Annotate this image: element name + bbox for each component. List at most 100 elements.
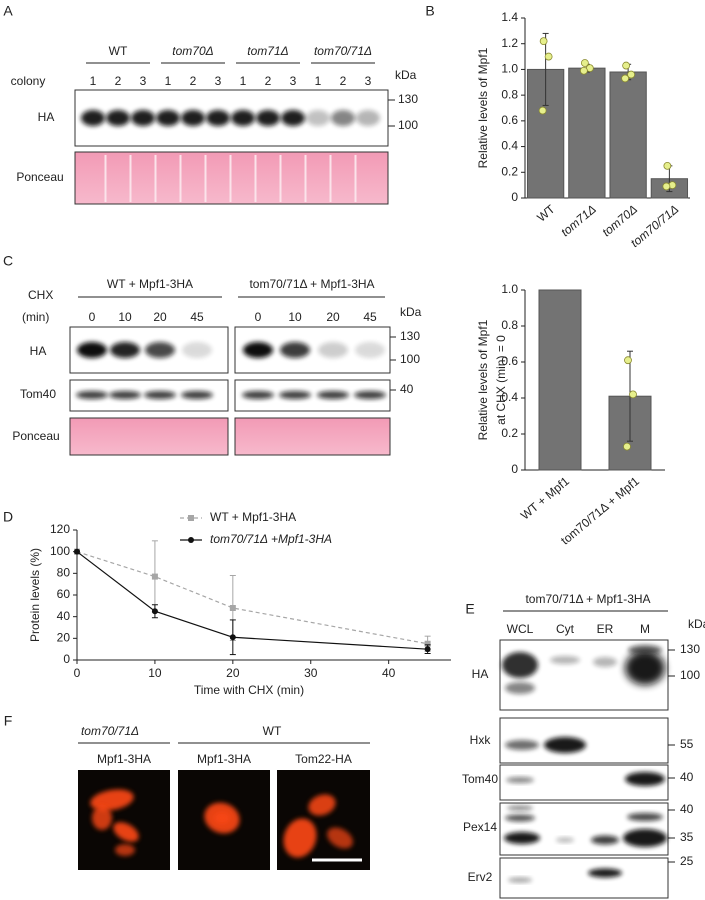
colony-number: 2 [340, 74, 347, 88]
y-tick-label: 80 [57, 566, 71, 580]
y-tick-label: 0.2 [501, 164, 518, 178]
kda-label: kDa [395, 68, 417, 82]
blot-band [508, 877, 532, 883]
y-tick-label: 100 [50, 544, 70, 558]
blot-frame [234, 417, 391, 456]
blot-band [505, 682, 535, 694]
marker-label: 55 [680, 737, 694, 751]
data-point [424, 646, 431, 653]
colony-number: 2 [265, 74, 272, 88]
blot-band [556, 837, 574, 843]
blot-band [281, 110, 305, 126]
y-tick-label: 120 [50, 522, 70, 536]
y-tick-label: 0.6 [501, 354, 518, 368]
panel-label: C [3, 253, 13, 269]
y-tick-label: 1.4 [501, 10, 518, 24]
group-label: tom70Δ [172, 44, 213, 58]
blot-band [507, 805, 533, 811]
x-tick-label: 10 [148, 666, 162, 680]
x-tick-label: WT [534, 202, 558, 225]
time-label: 10 [118, 310, 132, 324]
colony-number: 3 [140, 74, 147, 88]
group-label: tom70/71Δ + Mpf1-3HA [249, 277, 374, 291]
y-tick-label: 0 [511, 190, 518, 204]
y-tick-label: 0.8 [501, 318, 518, 332]
y-tick-label: 0 [63, 652, 70, 666]
data-point [579, 66, 588, 75]
blot-band [625, 651, 665, 685]
marker-label: 100 [680, 668, 700, 682]
blot-band [109, 391, 141, 399]
blot-band [506, 777, 534, 783]
y-tick-label: 1.2 [501, 36, 518, 50]
data-point [580, 59, 589, 67]
data-point [74, 548, 80, 555]
group-label: tom70/71Δ [314, 44, 372, 58]
legend-marker [188, 515, 194, 521]
blot-band [504, 832, 540, 844]
row-label: Tom40 [20, 387, 56, 401]
marker-label: 40 [680, 802, 694, 816]
data-point [539, 37, 548, 46]
kda-label: kDa [688, 617, 705, 631]
blot-band [318, 342, 348, 358]
marker-label: 25 [680, 854, 694, 868]
blot-frame [69, 417, 229, 456]
chx-label: CHX [28, 288, 53, 302]
blot-band [502, 652, 538, 678]
data-point [629, 390, 637, 399]
row-label: HA [38, 110, 55, 124]
row-label: HA [472, 667, 489, 681]
marker-label: 35 [680, 830, 694, 844]
blot-band [242, 391, 274, 399]
panel-label: D [3, 509, 13, 525]
y-tick-label: 60 [57, 587, 71, 601]
blot-band [505, 740, 539, 750]
y-axis-label: at CHX (min) = 0 [494, 335, 508, 425]
blot-band [331, 110, 355, 126]
blot-band [243, 342, 273, 358]
y-tick-label: 0.2 [501, 426, 518, 440]
x-tick-label: 20 [226, 666, 240, 680]
y-tick-label: 0.4 [501, 139, 518, 153]
time-label: 0 [255, 310, 262, 324]
data-point [622, 61, 631, 70]
colony-number: 2 [115, 74, 122, 88]
blot-band [76, 391, 108, 399]
series-line [76, 551, 428, 645]
time-label: 20 [326, 310, 340, 324]
marker-label: 40 [400, 382, 414, 396]
time-label: 45 [190, 310, 204, 324]
panel-label: A [3, 3, 13, 19]
colony-number: 3 [215, 74, 222, 88]
colony-number: 1 [240, 74, 247, 88]
fluorescence [90, 789, 134, 811]
data-point [662, 182, 671, 191]
x-tick-label: WT + Mpf1 [518, 474, 572, 523]
data-point [624, 356, 632, 365]
y-tick-label: 1.0 [501, 282, 518, 296]
lane-label: ER [597, 622, 614, 636]
blot-band [181, 110, 205, 126]
legend-label: tom70/71Δ +Mpf1-3HA [210, 532, 332, 546]
blot-band [593, 657, 617, 667]
blot-band [206, 110, 230, 126]
y-tick-label: 0.6 [501, 113, 518, 127]
legend-label: WT + Mpf1-3HA [210, 510, 296, 524]
group-label: tom70/71Δ [81, 724, 139, 738]
y-tick-label: 20 [57, 631, 71, 645]
y-tick-label: 1.0 [501, 62, 518, 76]
data-point [229, 605, 236, 611]
group-label: WT + Mpf1-3HA [107, 277, 193, 291]
blot-band [550, 656, 580, 664]
fluorescence [115, 844, 135, 856]
data-point [151, 573, 158, 580]
data-point [544, 52, 553, 61]
colony-label: colony [11, 74, 46, 88]
lane-label: WCL [507, 622, 534, 636]
x-tick-label: 0 [74, 666, 81, 680]
row-label: Pex14 [463, 820, 497, 834]
y-tick-label: 0.4 [501, 390, 518, 404]
bar [538, 289, 582, 471]
